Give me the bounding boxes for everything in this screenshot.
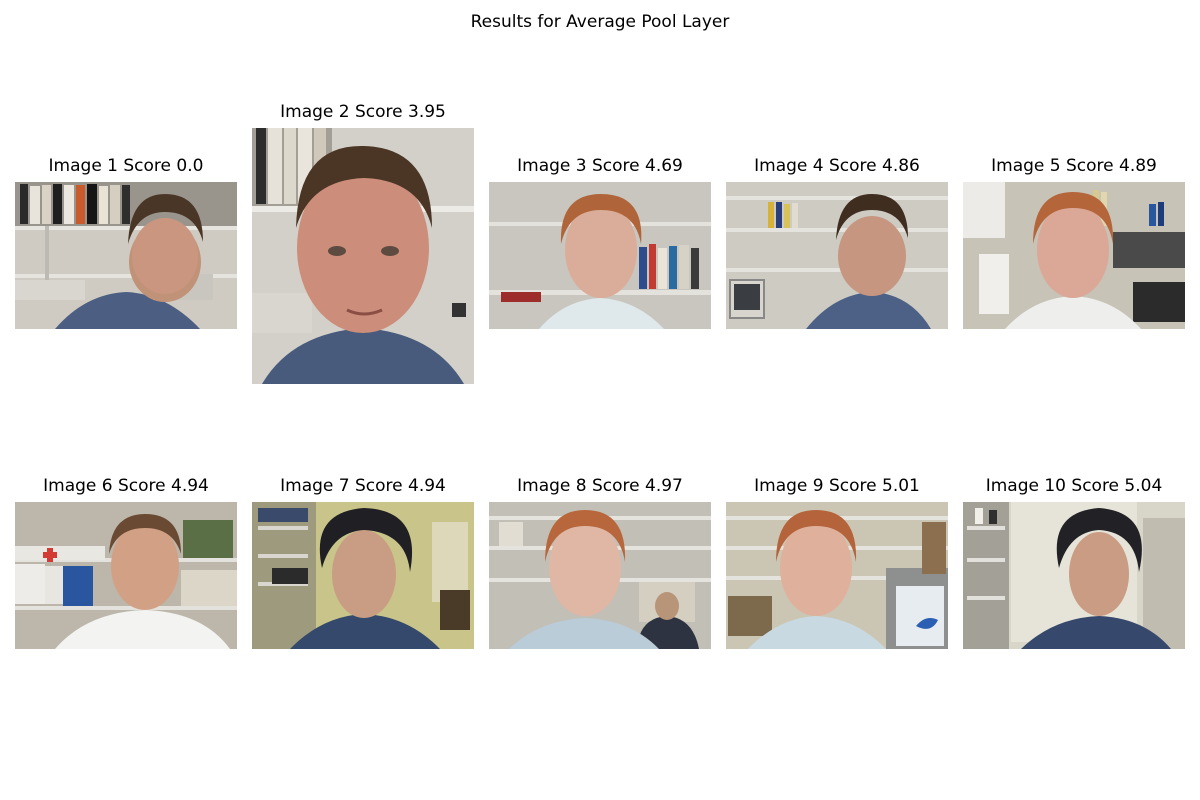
image-10-score-label: Image 10 Score 5.04 [985, 476, 1163, 496]
image-10-photo [963, 502, 1185, 649]
image-4-score-label: Image 4 Score 4.86 [754, 156, 920, 176]
image-8-score-label: Image 8 Score 4.97 [517, 476, 683, 496]
image-6-score-label: Image 6 Score 4.94 [43, 476, 209, 496]
image-1-score-label: Image 1 Score 0.0 [48, 156, 204, 176]
image-5-photo [963, 182, 1185, 329]
image-2-photo [252, 128, 474, 384]
image-1-photo [15, 182, 237, 329]
image-panel-3: Image 3 Score 4.69 [489, 156, 711, 329]
image-panel-1: Image 1 Score 0.0 [15, 156, 237, 329]
image-7-score-label: Image 7 Score 4.94 [280, 476, 446, 496]
image-9-score-label: Image 9 Score 5.01 [754, 476, 920, 496]
image-3-score-label: Image 3 Score 4.69 [517, 156, 683, 176]
image-5-score-label: Image 5 Score 4.89 [991, 156, 1157, 176]
image-3-photo [489, 182, 711, 329]
figure-title: Results for Average Pool Layer [470, 12, 730, 32]
image-panel-2: Image 2 Score 3.95 [252, 102, 474, 384]
image-panel-4: Image 4 Score 4.86 [726, 156, 948, 329]
image-2-score-label: Image 2 Score 3.95 [280, 102, 446, 122]
image-9-photo [726, 502, 948, 649]
image-panel-10: Image 10 Score 5.04 [963, 476, 1185, 649]
image-panel-8: Image 8 Score 4.97 [489, 476, 711, 649]
image-panel-9: Image 9 Score 5.01 [726, 476, 948, 649]
image-7-photo [252, 502, 474, 649]
image-panel-6: Image 6 Score 4.94 [15, 476, 237, 649]
image-panel-7: Image 7 Score 4.94 [252, 476, 474, 649]
image-6-photo [15, 502, 237, 649]
image-8-photo [489, 502, 711, 649]
image-4-photo [726, 182, 948, 329]
image-panel-5: Image 5 Score 4.89 [963, 156, 1185, 329]
